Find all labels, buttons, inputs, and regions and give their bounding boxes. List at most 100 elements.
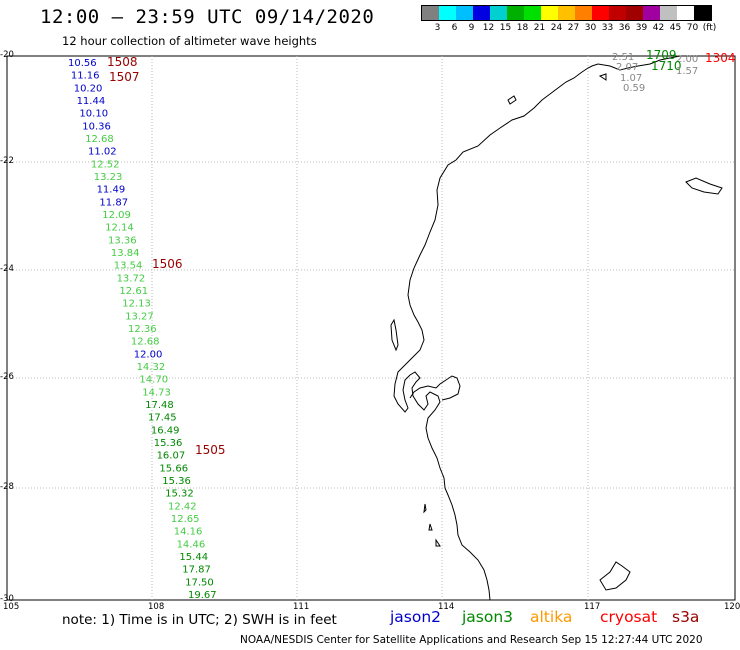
- track-point-value: 13.72: [117, 273, 146, 284]
- legend-label: 9: [468, 23, 475, 33]
- note-text: note: 1) Time is in UTC; 2) SWH is in fe…: [62, 612, 337, 628]
- legend-swatch: [592, 6, 609, 20]
- legend-swatch: [473, 6, 490, 20]
- island-southeast: [599, 561, 631, 591]
- latitude-label: -26: [0, 372, 14, 382]
- track-point-value: 10.20: [74, 83, 103, 94]
- legend-label: 12: [482, 23, 495, 33]
- legend-swatch: [422, 6, 439, 20]
- legend-label: 70: [686, 23, 699, 33]
- legend-labels: 3 6 9 12 15 18 21 24 27 30 33 36 39 42 45 70 (ft): [421, 21, 717, 33]
- satellite-name: jason2: [390, 608, 442, 626]
- latitude-label: -28: [0, 482, 14, 492]
- track-point-value: 2.00: [676, 54, 698, 65]
- legend-swatch: [609, 6, 626, 20]
- track-point-value: 17.45: [148, 413, 177, 424]
- legend-label: 36: [618, 23, 631, 33]
- track-point-value: 0.59: [623, 83, 645, 94]
- track-point-value: 15.66: [159, 463, 188, 474]
- track-point-value: 13.23: [94, 172, 123, 183]
- track-point-value: 19.67: [188, 590, 217, 601]
- island-southwest-3: [435, 538, 441, 547]
- track-point-value: 14.32: [137, 362, 166, 373]
- track-point-value: 13.36: [108, 235, 137, 246]
- legend-swatch: [439, 6, 456, 20]
- legend-label: 30: [584, 23, 597, 33]
- track-point-value: 12.36: [128, 324, 157, 335]
- legend-swatch: [643, 6, 660, 20]
- satellite-name: s3a: [672, 608, 700, 626]
- latitude-label: -22: [0, 156, 14, 166]
- track-point-value: 10.10: [79, 109, 108, 120]
- legend-label: 21: [533, 23, 546, 33]
- track-point-value: 11.49: [97, 185, 126, 196]
- track-point-value: 12.52: [91, 159, 120, 170]
- latitude-label: -20: [0, 50, 14, 60]
- track-point-value: 12.68: [85, 134, 114, 145]
- legend-swatch: [694, 6, 711, 20]
- track-point-value: 17.48: [145, 400, 174, 411]
- pass-time-label: 1505: [195, 443, 226, 457]
- pass-time-label: 1710: [651, 59, 682, 73]
- track-point-value: 11.02: [88, 147, 117, 158]
- legend-label: 3: [434, 23, 441, 33]
- legend-label: 42: [652, 23, 665, 33]
- legend-swatch: [490, 6, 507, 20]
- graticule: [7, 56, 735, 600]
- longitude-label: 114: [438, 602, 455, 612]
- legend-label: 39: [635, 23, 648, 33]
- satellite-name: altika: [530, 608, 573, 626]
- legend-swatch: [558, 6, 575, 20]
- track-point-value: 1.57: [676, 66, 698, 77]
- legend-label: 18: [516, 23, 529, 33]
- credit-text: NOAA/NESDIS Center for Satellite Applica…: [240, 634, 703, 646]
- legend-swatches: [421, 5, 712, 21]
- track-point-value: 16.49: [151, 425, 180, 436]
- legend-label: 27: [567, 23, 580, 33]
- legend-label: 33: [601, 23, 614, 33]
- track-point-value: 17.50: [185, 577, 214, 588]
- satellite-name: cryosat: [600, 608, 658, 626]
- track-point-value: 11.16: [71, 71, 100, 82]
- pass-time-label: 1507: [109, 70, 140, 84]
- longitude-label: 105: [3, 602, 20, 612]
- track-point-value: 14.73: [142, 387, 171, 398]
- track-point-value: 13.84: [111, 248, 140, 259]
- track-point-value: 10.36: [82, 121, 111, 132]
- track-point-value: 13.54: [114, 261, 143, 272]
- legend-swatch: [626, 6, 643, 20]
- legend-swatch: [575, 6, 592, 20]
- track-point-value: 12.61: [119, 286, 148, 297]
- pass-time-label: 1709: [646, 48, 677, 62]
- track-point-value: 15.32: [165, 489, 194, 500]
- track-point-value: 15.44: [179, 552, 208, 563]
- coastline: [390, 55, 723, 601]
- coastline-gulf-islands: [409, 375, 461, 401]
- longitude-label: 108: [148, 602, 165, 612]
- island-northeast: [685, 177, 723, 195]
- track-point-value: 12.09: [102, 210, 131, 221]
- track-point-value: 15.36: [162, 476, 191, 487]
- track-point-value: 12.65: [171, 514, 200, 525]
- legend-swatch: [677, 6, 694, 20]
- legend-swatch: [507, 6, 524, 20]
- legend-label: 24: [550, 23, 563, 33]
- coastline-mainland: [393, 55, 688, 601]
- pass-time-label: 1508: [107, 55, 138, 69]
- island-southwest-1: [423, 503, 427, 514]
- track-point-value: 2.07: [616, 62, 638, 73]
- track-point-value: 10.56: [68, 58, 97, 69]
- track-point-value: 12.68: [131, 337, 160, 348]
- track-point-value: 15.36: [154, 438, 183, 449]
- track-point-value: 17.87: [182, 565, 211, 576]
- map-title: 12:00 — 23:59 UTC 09/14/2020: [40, 6, 375, 28]
- track-point-value: 11.87: [99, 197, 128, 208]
- pass-time-label: 1304: [705, 51, 736, 65]
- satellite-name: jason3: [462, 608, 514, 626]
- longitude-label: 120: [724, 602, 740, 612]
- latitude-label: -30: [0, 594, 14, 604]
- track-point-value: 12.00: [134, 349, 163, 360]
